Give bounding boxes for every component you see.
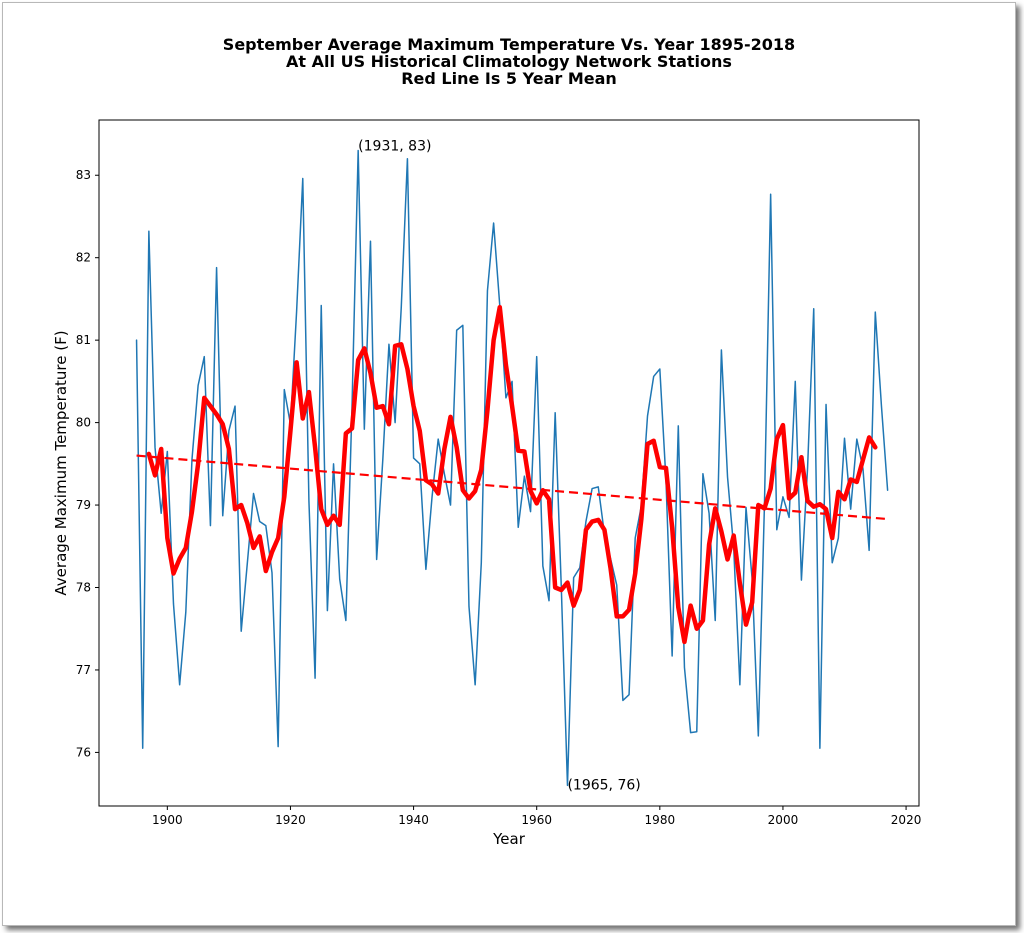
- x-tick-label: 2000: [768, 813, 799, 827]
- y-axis: 76 77 78 79 80 81 82 83: [76, 168, 99, 759]
- y-tick-label: 83: [76, 168, 91, 182]
- chart: September Average Maximum Temperature Vs…: [52, 35, 921, 848]
- annotations: (1931, 83) (1965, 76): [358, 139, 641, 794]
- y-tick-label: 81: [76, 333, 91, 347]
- title-line-2: At All US Historical Climatology Network…: [286, 52, 732, 71]
- x-tick-label: 1960: [521, 813, 552, 827]
- y-tick-label: 82: [76, 251, 91, 265]
- annual-temperature-line: [135, 149, 889, 787]
- five-year-mean-line: [146, 304, 878, 645]
- title-line-1: September Average Maximum Temperature Vs…: [223, 35, 795, 54]
- series-layer: [135, 149, 889, 787]
- annotation-label: (1965, 76): [567, 778, 640, 794]
- x-axis-label: Year: [492, 830, 526, 848]
- x-tick-label: 1900: [152, 813, 183, 827]
- title-line-3: Red Line Is 5 Year Mean: [401, 69, 617, 88]
- y-tick-label: 79: [76, 498, 91, 512]
- y-tick-label: 76: [76, 745, 91, 759]
- x-tick-label: 1980: [645, 813, 676, 827]
- x-tick-label: 1940: [398, 813, 429, 827]
- y-tick-label: 78: [76, 581, 91, 595]
- chart-title: September Average Maximum Temperature Vs…: [223, 35, 795, 88]
- x-tick-label: 2020: [891, 813, 922, 827]
- y-axis-label: Average Maximum Temperature (F): [52, 330, 70, 595]
- x-axis: 1900 1920 1940 1960 1980 2000 2020: [152, 806, 921, 827]
- x-tick-label: 1920: [275, 813, 306, 827]
- plot-area-frame: [98, 119, 920, 807]
- y-tick-label: 80: [76, 416, 91, 430]
- annotation-label: (1931, 83): [358, 139, 431, 155]
- y-tick-label: 77: [76, 663, 91, 677]
